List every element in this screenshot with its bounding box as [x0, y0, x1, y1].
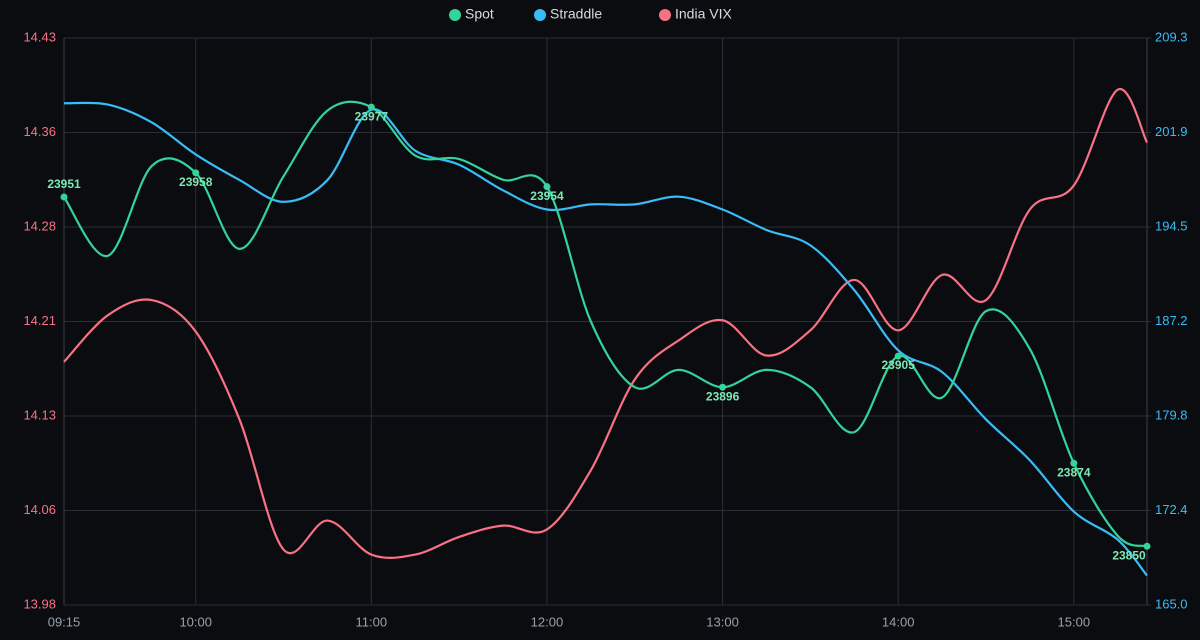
y-tick-label: 14.13 — [23, 407, 56, 422]
data-label: 23954 — [530, 189, 564, 203]
data-point — [1143, 542, 1151, 550]
data-point — [719, 383, 727, 391]
legend-label[interactable]: Spot — [465, 6, 494, 22]
y2-tick-label: 172.4 — [1155, 502, 1188, 517]
series-line — [63, 101, 1148, 577]
y2-tick-label: 209.3 — [1155, 29, 1188, 44]
y-tick-label: 14.36 — [23, 124, 56, 139]
y2-tick-label: 201.9 — [1155, 124, 1188, 139]
x-tick-label: 10:00 — [179, 614, 212, 629]
data-label: 23905 — [882, 358, 916, 372]
legend-label[interactable]: India VIX — [675, 6, 732, 22]
legend-swatch[interactable] — [534, 9, 546, 21]
x-tick-label: 12:00 — [531, 614, 564, 629]
data-point — [367, 103, 375, 111]
y2-tick-label: 194.5 — [1155, 218, 1188, 233]
x-tick-label: 14:00 — [882, 614, 915, 629]
x-tick-label: 15:00 — [1058, 614, 1091, 629]
data-label: 23896 — [706, 389, 740, 403]
x-tick-label: 11:00 — [356, 614, 388, 629]
data-label: 23951 — [47, 177, 81, 191]
data-point — [60, 193, 68, 201]
legend-label[interactable]: Straddle — [550, 6, 602, 22]
x-tick-label: 09:15 — [48, 614, 81, 629]
data-label: 23850 — [1112, 548, 1146, 562]
y2-tick-label: 187.2 — [1155, 313, 1188, 328]
legend-swatch[interactable] — [659, 9, 671, 21]
series-line — [63, 88, 1148, 559]
x-tick-label: 13:00 — [706, 614, 739, 629]
y2-tick-label: 179.8 — [1155, 407, 1188, 422]
y-tick-label: 14.06 — [23, 502, 56, 517]
data-label: 23874 — [1057, 465, 1091, 479]
y-tick-label: 14.43 — [23, 29, 56, 44]
legend-swatch[interactable] — [449, 9, 461, 21]
y-tick-label: 14.28 — [23, 218, 56, 233]
data-point — [894, 352, 902, 360]
data-label: 23977 — [355, 109, 389, 123]
series-line — [63, 100, 1148, 548]
data-point — [543, 183, 551, 191]
data-point — [1070, 459, 1078, 467]
data-point — [192, 169, 200, 177]
y-tick-label: 14.21 — [23, 313, 56, 328]
y2-tick-label: 165.0 — [1155, 596, 1188, 611]
y-tick-label: 13.98 — [23, 596, 56, 611]
data-label: 23958 — [179, 175, 213, 189]
